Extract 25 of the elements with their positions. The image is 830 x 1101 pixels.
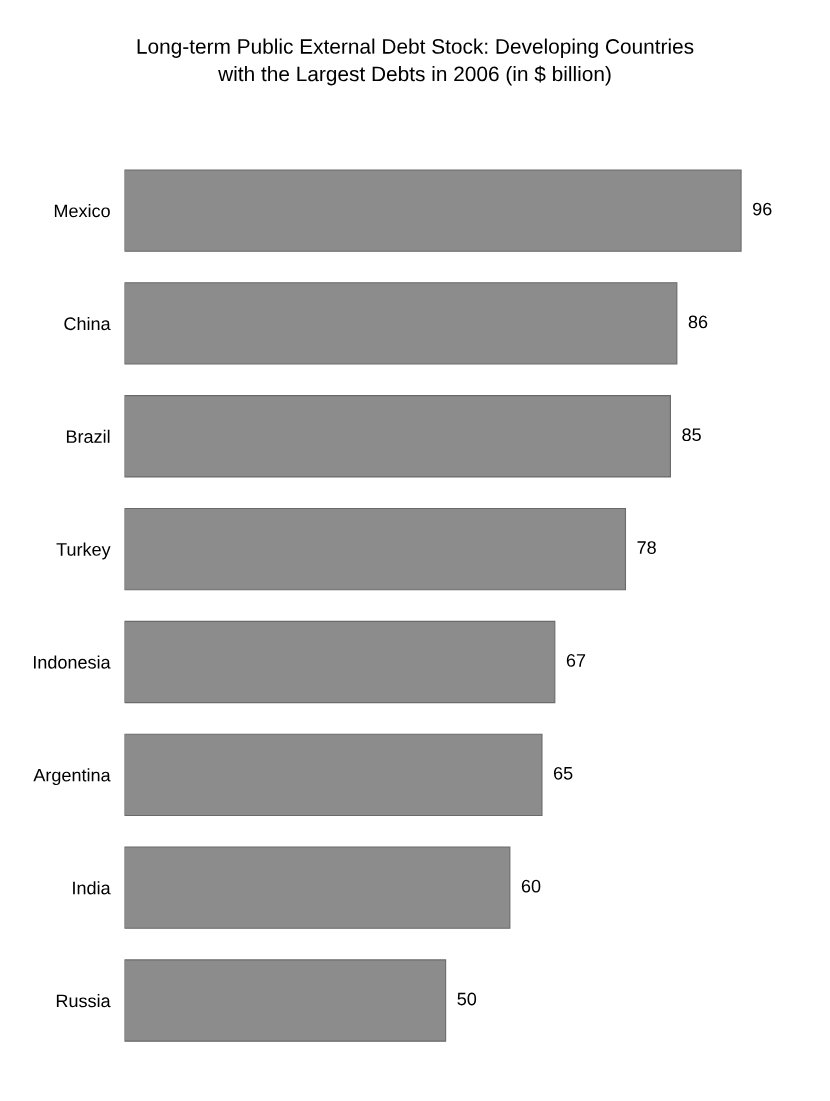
bar [124,169,742,252]
bar [124,620,556,704]
data-label: 96 [753,202,772,216]
chart-title: Long-term Public External Debt Stock: Developing Countries with the Largest Debts in 2006 (in $ billion) [137,38,694,86]
bar [124,733,543,817]
data-label: 85 [682,428,701,442]
y-tick-label: Mexico [54,204,110,218]
data-label: 65 [554,766,573,780]
y-tick-label: Indonesia [33,655,111,669]
data-label: 86 [688,315,708,329]
bar [124,959,447,1042]
y-tick-label: China [64,316,111,331]
data-label: 78 [637,541,656,554]
y-tick-label: Argentina [33,768,111,786]
y-tick-label: India [73,881,111,895]
bar [124,395,671,478]
bar [124,282,678,365]
data-label: 67 [566,654,586,667]
y-tick-label: Brazil [66,429,110,443]
data-label: 50 [457,992,477,1006]
bar [124,846,511,929]
y-tick-label: Turkey [56,542,111,560]
y-tick-label: Russia [56,993,111,1008]
data-label: 60 [521,879,541,893]
bar [124,507,627,591]
